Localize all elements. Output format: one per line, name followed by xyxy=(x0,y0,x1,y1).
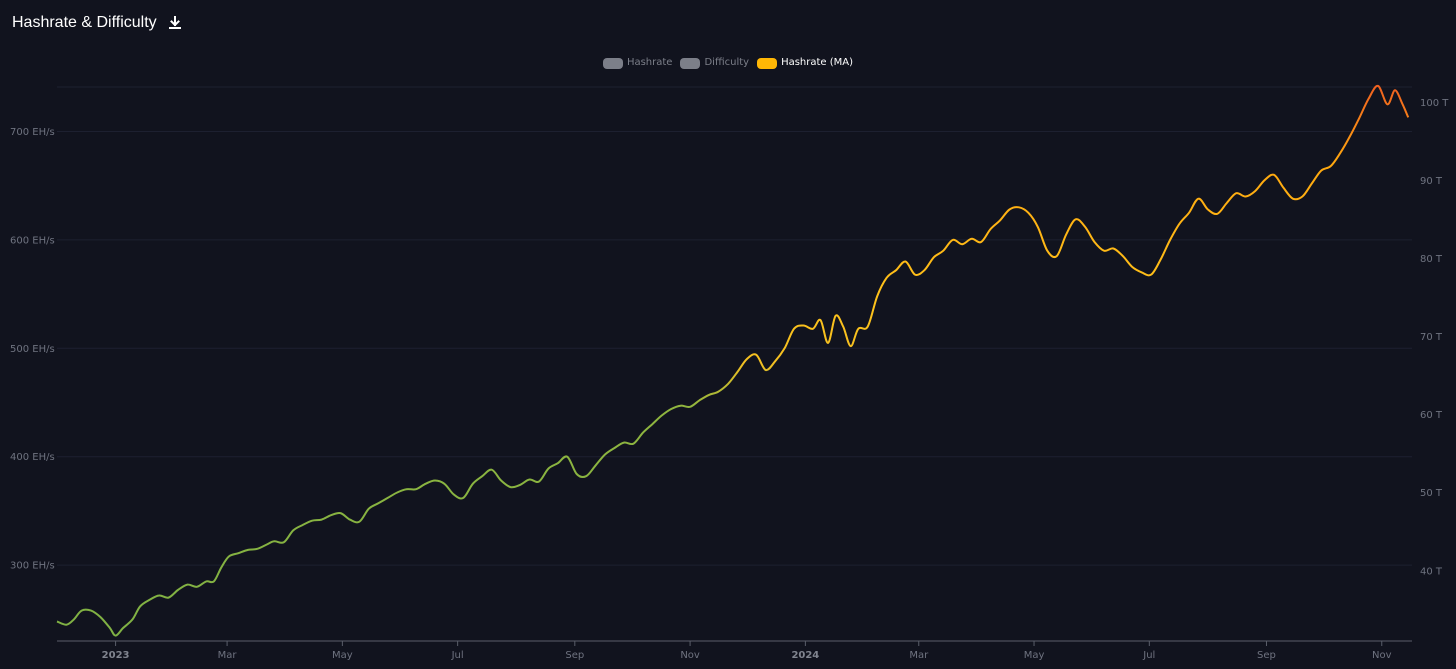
x-tick-label: May xyxy=(332,650,353,661)
series-layer xyxy=(57,86,1408,636)
x-tick-label: 2023 xyxy=(102,650,130,661)
y-axis-right: 40 T 50 T 60 T 70 T 80 T 90 T 100 T xyxy=(1420,98,1449,577)
y-left-tick-label: 600 EH/s xyxy=(10,235,55,246)
y-right-tick-label: 40 T xyxy=(1420,566,1443,577)
y-right-tick-label: 70 T xyxy=(1420,332,1443,343)
y-left-tick-label: 300 EH/s xyxy=(10,561,55,572)
x-tick-label: Sep xyxy=(565,650,584,661)
x-tick-label: Mar xyxy=(909,650,929,661)
x-tick-label: Sep xyxy=(1257,650,1276,661)
y-right-tick-label: 50 T xyxy=(1420,488,1443,499)
y-right-tick-label: 90 T xyxy=(1420,176,1443,187)
grid-lines xyxy=(57,87,1412,641)
y-left-tick-label: 500 EH/s xyxy=(10,344,55,355)
y-left-tick-label: 700 EH/s xyxy=(10,127,55,138)
x-tick-label: May xyxy=(1024,650,1045,661)
y-axis-left: 300 EH/s 400 EH/s 500 EH/s 600 EH/s 700 EH/s xyxy=(10,127,55,572)
y-left-tick-label: 400 EH/s xyxy=(10,452,55,463)
y-right-tick-label: 100 T xyxy=(1420,98,1449,109)
x-tick-label: Jul xyxy=(1142,650,1155,661)
x-tick-label: Nov xyxy=(680,650,700,661)
x-tick-label: Nov xyxy=(1372,650,1392,661)
series-line-hashrate-ma xyxy=(57,86,1408,636)
x-tick-label: 2024 xyxy=(791,650,819,661)
y-right-tick-label: 60 T xyxy=(1420,410,1443,421)
y-right-tick-label: 80 T xyxy=(1420,254,1443,265)
x-axis: 2023 Mar May Jul Sep Nov 2024 Mar May Jul Sep Nov xyxy=(102,641,1392,661)
x-tick-label: Jul xyxy=(451,650,464,661)
x-tick-label: Mar xyxy=(218,650,238,661)
